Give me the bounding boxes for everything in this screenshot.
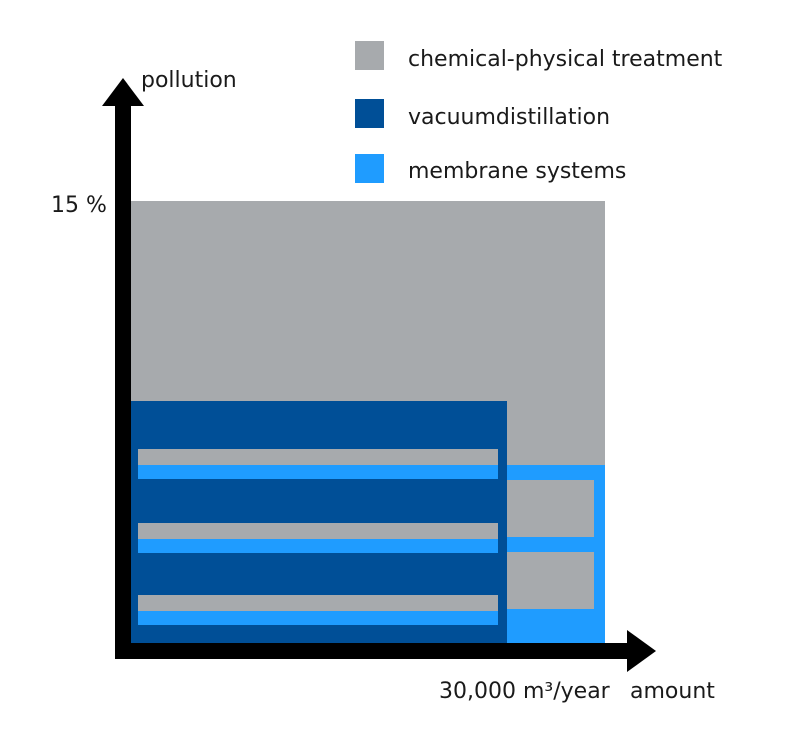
legend-label-chemical: chemical-physical treatment: [408, 47, 723, 72]
stripe-blue-1: [138, 465, 498, 479]
x-axis-line: [115, 643, 629, 659]
legend-swatch-chemical: [355, 41, 384, 70]
stripe-blue-2: [138, 539, 498, 553]
y-axis-line: [115, 102, 131, 659]
membrane-inner-gray-1: [507, 480, 594, 537]
stripe-blue-3: [138, 611, 498, 625]
legend-label-vacuum: vacuumdistillation: [408, 105, 610, 130]
stripe-gray-1: [138, 449, 498, 465]
legend: chemical-physical treatment vacuumdistil…: [355, 41, 723, 184]
legend-label-membrane: membrane systems: [408, 159, 626, 184]
vacuum-stripes: [138, 449, 498, 625]
stripe-gray-2: [138, 523, 498, 539]
stripe-gray-3: [138, 595, 498, 611]
y-axis-tick-label: 15 %: [51, 193, 107, 218]
x-axis-tick-label: 30,000 m³/year: [439, 679, 611, 704]
y-axis-label: pollution: [141, 68, 237, 93]
x-axis-arrow-icon: [627, 630, 656, 672]
axes: [102, 78, 656, 672]
legend-swatch-membrane: [355, 154, 384, 183]
legend-swatch-vacuum: [355, 99, 384, 128]
membrane-inner-gray-2: [507, 552, 594, 609]
x-axis-label: amount: [630, 679, 715, 704]
y-axis-arrow-icon: [102, 78, 144, 106]
